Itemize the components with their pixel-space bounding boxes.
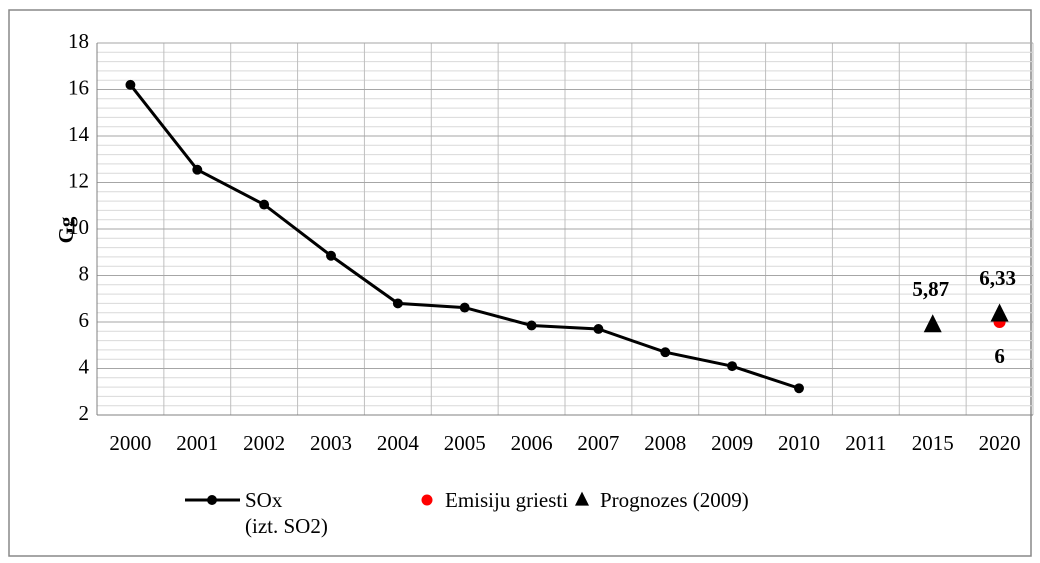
y-tick-label: 4	[79, 354, 90, 378]
legend-label: Emisiju griesti	[445, 488, 569, 512]
x-tick-label: 2005	[444, 431, 486, 455]
x-tick-label: 2008	[644, 431, 686, 455]
marker	[421, 494, 433, 506]
y-tick-label: 6	[79, 308, 90, 332]
marker	[326, 250, 336, 261]
marker	[526, 320, 537, 331]
chart-border	[8, 9, 1032, 557]
marker	[923, 314, 942, 333]
marker	[575, 491, 589, 506]
marker	[459, 302, 470, 313]
marker	[392, 298, 403, 309]
marker	[593, 324, 604, 334]
marker	[727, 361, 738, 372]
x-tick-label: 2006	[511, 431, 553, 455]
marker	[660, 347, 671, 358]
x-tick-label: 2009	[711, 431, 753, 455]
x-tick-label: 2010	[778, 431, 820, 455]
x-tick-label: 2000	[109, 431, 151, 455]
y-tick-label: 10	[68, 215, 89, 239]
y-axis-label: Gg	[54, 216, 78, 243]
data-label: 5,87	[912, 277, 949, 301]
y-tick-label: 16	[68, 75, 89, 99]
x-tick-label: 2004	[377, 431, 420, 455]
marker	[259, 199, 270, 210]
x-tick-label: 2020	[979, 431, 1021, 455]
y-tick-label: 14	[68, 122, 90, 146]
marker	[207, 495, 217, 505]
legend-label: Prognozes (2009)	[600, 488, 749, 512]
x-tick-label: 2001	[176, 431, 218, 455]
y-tick-label: 12	[68, 168, 89, 192]
x-tick-label: 2011	[845, 431, 886, 455]
data-label: 6,33	[979, 266, 1016, 290]
x-tick-label: 2003	[310, 431, 352, 455]
marker	[192, 164, 203, 175]
y-tick-label: 2	[79, 401, 90, 425]
x-tick-label: 2007	[577, 431, 619, 455]
marker	[125, 79, 136, 90]
y-tick-label: 18	[68, 29, 89, 53]
marker	[990, 303, 1009, 322]
data-label: 6	[994, 344, 1005, 368]
marker	[794, 383, 804, 394]
legend-label: SOx (izt. SO2)	[245, 488, 328, 538]
y-tick-label: 8	[79, 261, 90, 285]
x-tick-label: 2002	[243, 431, 285, 455]
x-tick-label: 2015	[912, 431, 954, 455]
